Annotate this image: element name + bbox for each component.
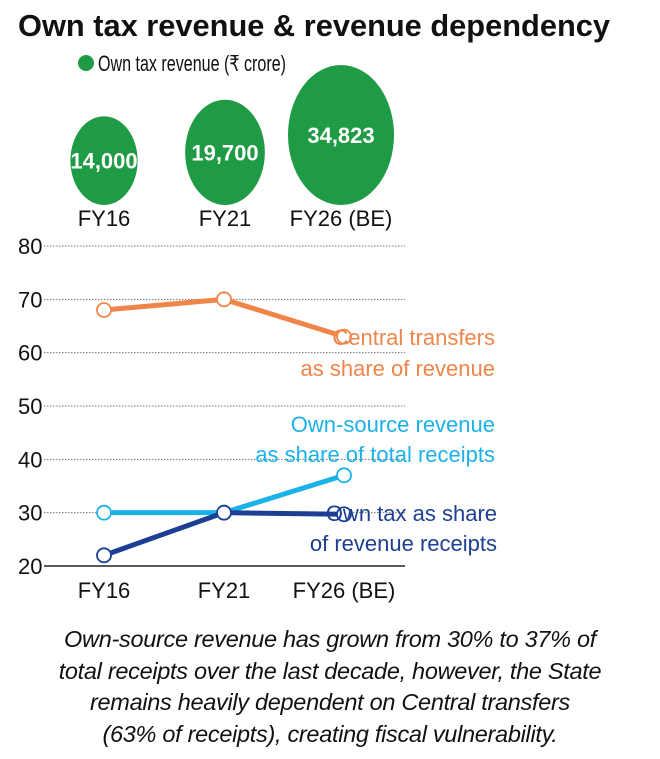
legend-label: Own tax revenue (₹ crore) [98,51,286,76]
x-tick-label: FY16 [78,578,131,603]
bubble [70,116,138,205]
y-tick-label: 60 [18,341,42,366]
series-label: Own-source revenue [291,412,495,437]
bubble-value-label: 19,700 [191,140,258,165]
bubble-category-label: FY21 [199,206,252,231]
data-point [336,506,352,523]
data-point [216,291,232,308]
series-label: as share of total receipts [255,442,495,467]
caption-line: total receipts over the last decade, how… [58,657,602,684]
data-point [96,547,112,564]
caption-line: Own-source revenue has grown from 30% to… [64,626,596,652]
y-tick-label: 20 [18,554,42,579]
data-point [96,504,112,521]
y-tick-label: 30 [18,501,42,526]
data-point [336,467,352,484]
y-tick-label: 50 [18,394,42,419]
caption: Own-source revenue has grown from 30% to… [0,624,660,750]
bubble [288,65,394,205]
bubble [185,99,265,205]
bubble-value-label: 14,000 [70,149,137,174]
y-tick-label: 40 [18,447,42,472]
series-label: of revenue receipts [310,531,497,556]
series-label: Central transfers [332,325,495,350]
legend-marker [78,55,94,71]
chart: Own tax revenue & revenue dependency Own… [18,8,611,603]
data-point [336,328,352,345]
bubble-category-label: FY16 [78,206,131,231]
data-point [216,504,232,521]
chart-title: Own tax revenue & revenue dependency [18,8,611,43]
x-tick-label: FY26 (BE) [293,578,396,603]
bubble-category-label: FY26 (BE) [290,206,393,231]
data-point [96,302,112,318]
series-label: as share of revenue [301,356,495,381]
caption-line: (63% of receipts), creating fiscal vulne… [102,720,558,747]
caption-line: remains heavily dependent on Central tra… [90,689,570,715]
series-label: Own tax as share [326,501,497,526]
bubble-value-label: 34,823 [307,123,374,148]
y-tick-label: 70 [18,287,42,312]
y-tick-label: 80 [18,234,42,259]
x-tick-label: FY21 [198,578,251,603]
